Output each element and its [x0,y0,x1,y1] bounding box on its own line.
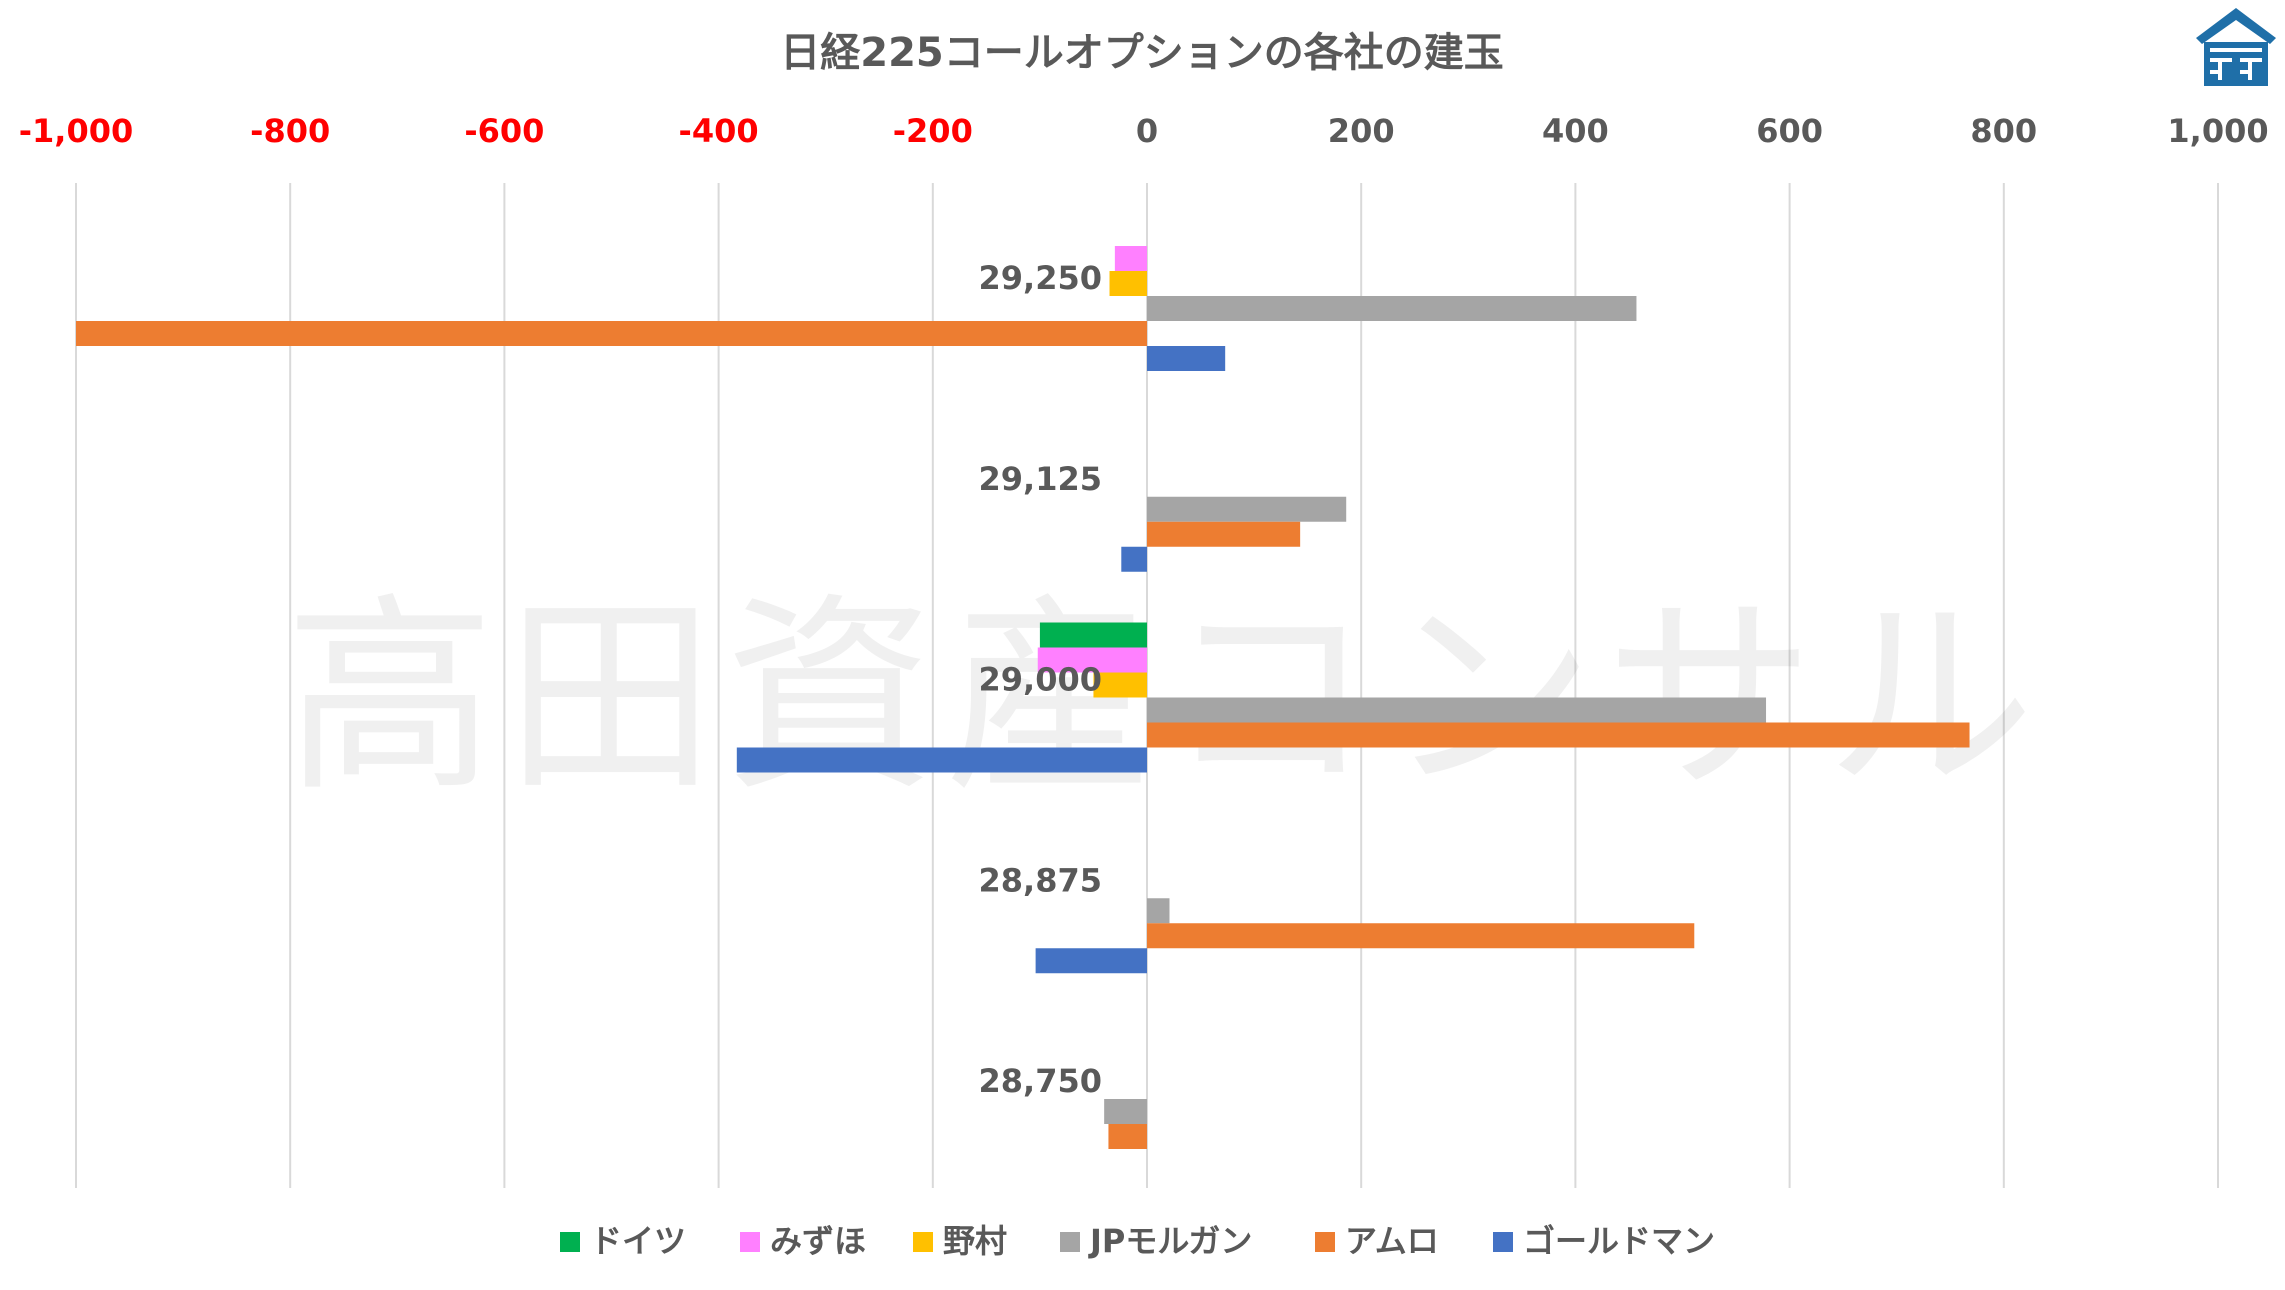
x-tick-label: 200 [1328,112,1395,150]
legend-label: JPモルガン [1088,1222,1252,1260]
bar-4-2 [1147,722,1970,748]
bar-2-2 [1093,672,1147,698]
category-label: 28,875 [979,861,1102,899]
bar-5-0 [1147,346,1226,371]
x-tick-label: -200 [893,112,973,150]
x-tick-label: -800 [250,112,330,150]
bar-3-0 [1147,296,1637,321]
legend-label: ドイツ [590,1222,686,1260]
legend-label: 野村 [943,1222,1007,1260]
category-label: 29,125 [979,460,1102,498]
legend-swatch [913,1232,933,1252]
bar-2-0 [1109,271,1147,296]
category-label: 29,000 [979,661,1102,699]
bars [76,246,1970,1149]
bar-5-2 [736,747,1147,773]
x-tick-labels: -1,000 -800 -600 -400 -200 0 200 400 600 800 1,000 [19,112,2269,150]
bar-4-3 [1147,923,1695,949]
category-labels: 29,250 29,125 29,000 28,875 28,750 [979,259,1102,1100]
bar-5-3 [1035,948,1147,974]
legend-swatch [1060,1232,1080,1252]
x-tick-label: -1,000 [19,112,134,150]
category-label: 29,250 [979,259,1102,297]
bar-3-1 [1147,496,1347,522]
bar-4-1 [1147,521,1301,547]
x-tick-label: 400 [1542,112,1609,150]
x-tick-label: -600 [464,112,544,150]
bar-1-0 [1114,246,1147,271]
x-tick-label: 1,000 [2167,112,2268,150]
bar-3-2 [1147,697,1767,723]
bar-3-4 [1104,1099,1147,1124]
logo-mark [2196,8,2276,86]
legend-swatch [740,1232,760,1252]
x-tick-label: 600 [1756,112,1823,150]
bar-5-1 [1121,546,1147,572]
legend-swatch [560,1232,580,1252]
legend-swatch [1493,1232,1513,1252]
bar-4-4 [1108,1124,1147,1149]
bar-3-3 [1147,898,1170,924]
bar-4-0 [76,321,1147,346]
x-tick-label: 0 [1136,112,1158,150]
legend: ドイツ みずほ 野村 JPモルガン アムロ ゴールドマン [560,1222,1715,1260]
legend-label: アムロ [1345,1222,1439,1260]
legend-label: みずほ [770,1222,866,1260]
legend-label: ゴールドマン [1523,1222,1715,1260]
bar-1-2 [1037,647,1147,673]
bar-0-2 [1039,622,1147,648]
chart-title: 日経225コールオプションの各社の建玉 [780,30,1504,76]
category-label: 28,750 [979,1062,1102,1100]
legend-swatch [1315,1232,1335,1252]
x-tick-label: 800 [1970,112,2037,150]
x-tick-label: -400 [679,112,759,150]
